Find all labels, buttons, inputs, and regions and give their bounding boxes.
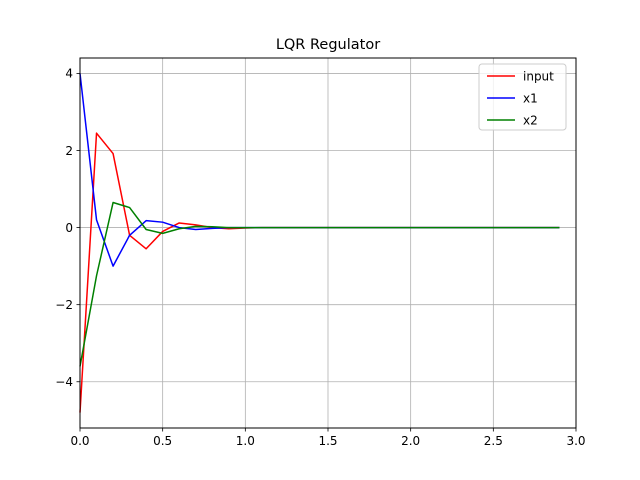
- legend-label-x2: x2: [523, 113, 538, 127]
- x-tick-label: 3.0: [566, 434, 585, 448]
- x-tick-label: 1.0: [236, 434, 255, 448]
- y-tick-label: 4: [65, 67, 73, 81]
- x-tick-label: 0.5: [153, 434, 172, 448]
- axis-ticks: 0.0 0.5 1.0 1.5 2.0 2.5 3.0 −4 −2 0 2 4: [55, 67, 585, 448]
- series-line-x2: [79, 201, 560, 367]
- legend: input x1 x2: [478, 63, 567, 131]
- y-tick-label: −4: [55, 375, 73, 389]
- x-tick-label: 0.0: [70, 434, 89, 448]
- plot-series: [79, 73, 560, 413]
- x-tick-label: 2.0: [401, 434, 420, 448]
- legend-label-x1: x1: [523, 91, 538, 105]
- chart-title: LQR Regulator: [276, 37, 380, 53]
- x-tick-label: 1.5: [318, 434, 337, 448]
- y-tick-label: 2: [65, 144, 73, 158]
- y-tick-label: 0: [65, 221, 73, 235]
- legend-label-input: input: [523, 69, 554, 83]
- legend-box: [478, 63, 567, 131]
- y-tick-label: −2: [55, 298, 73, 312]
- x-tick-label: 2.5: [484, 434, 503, 448]
